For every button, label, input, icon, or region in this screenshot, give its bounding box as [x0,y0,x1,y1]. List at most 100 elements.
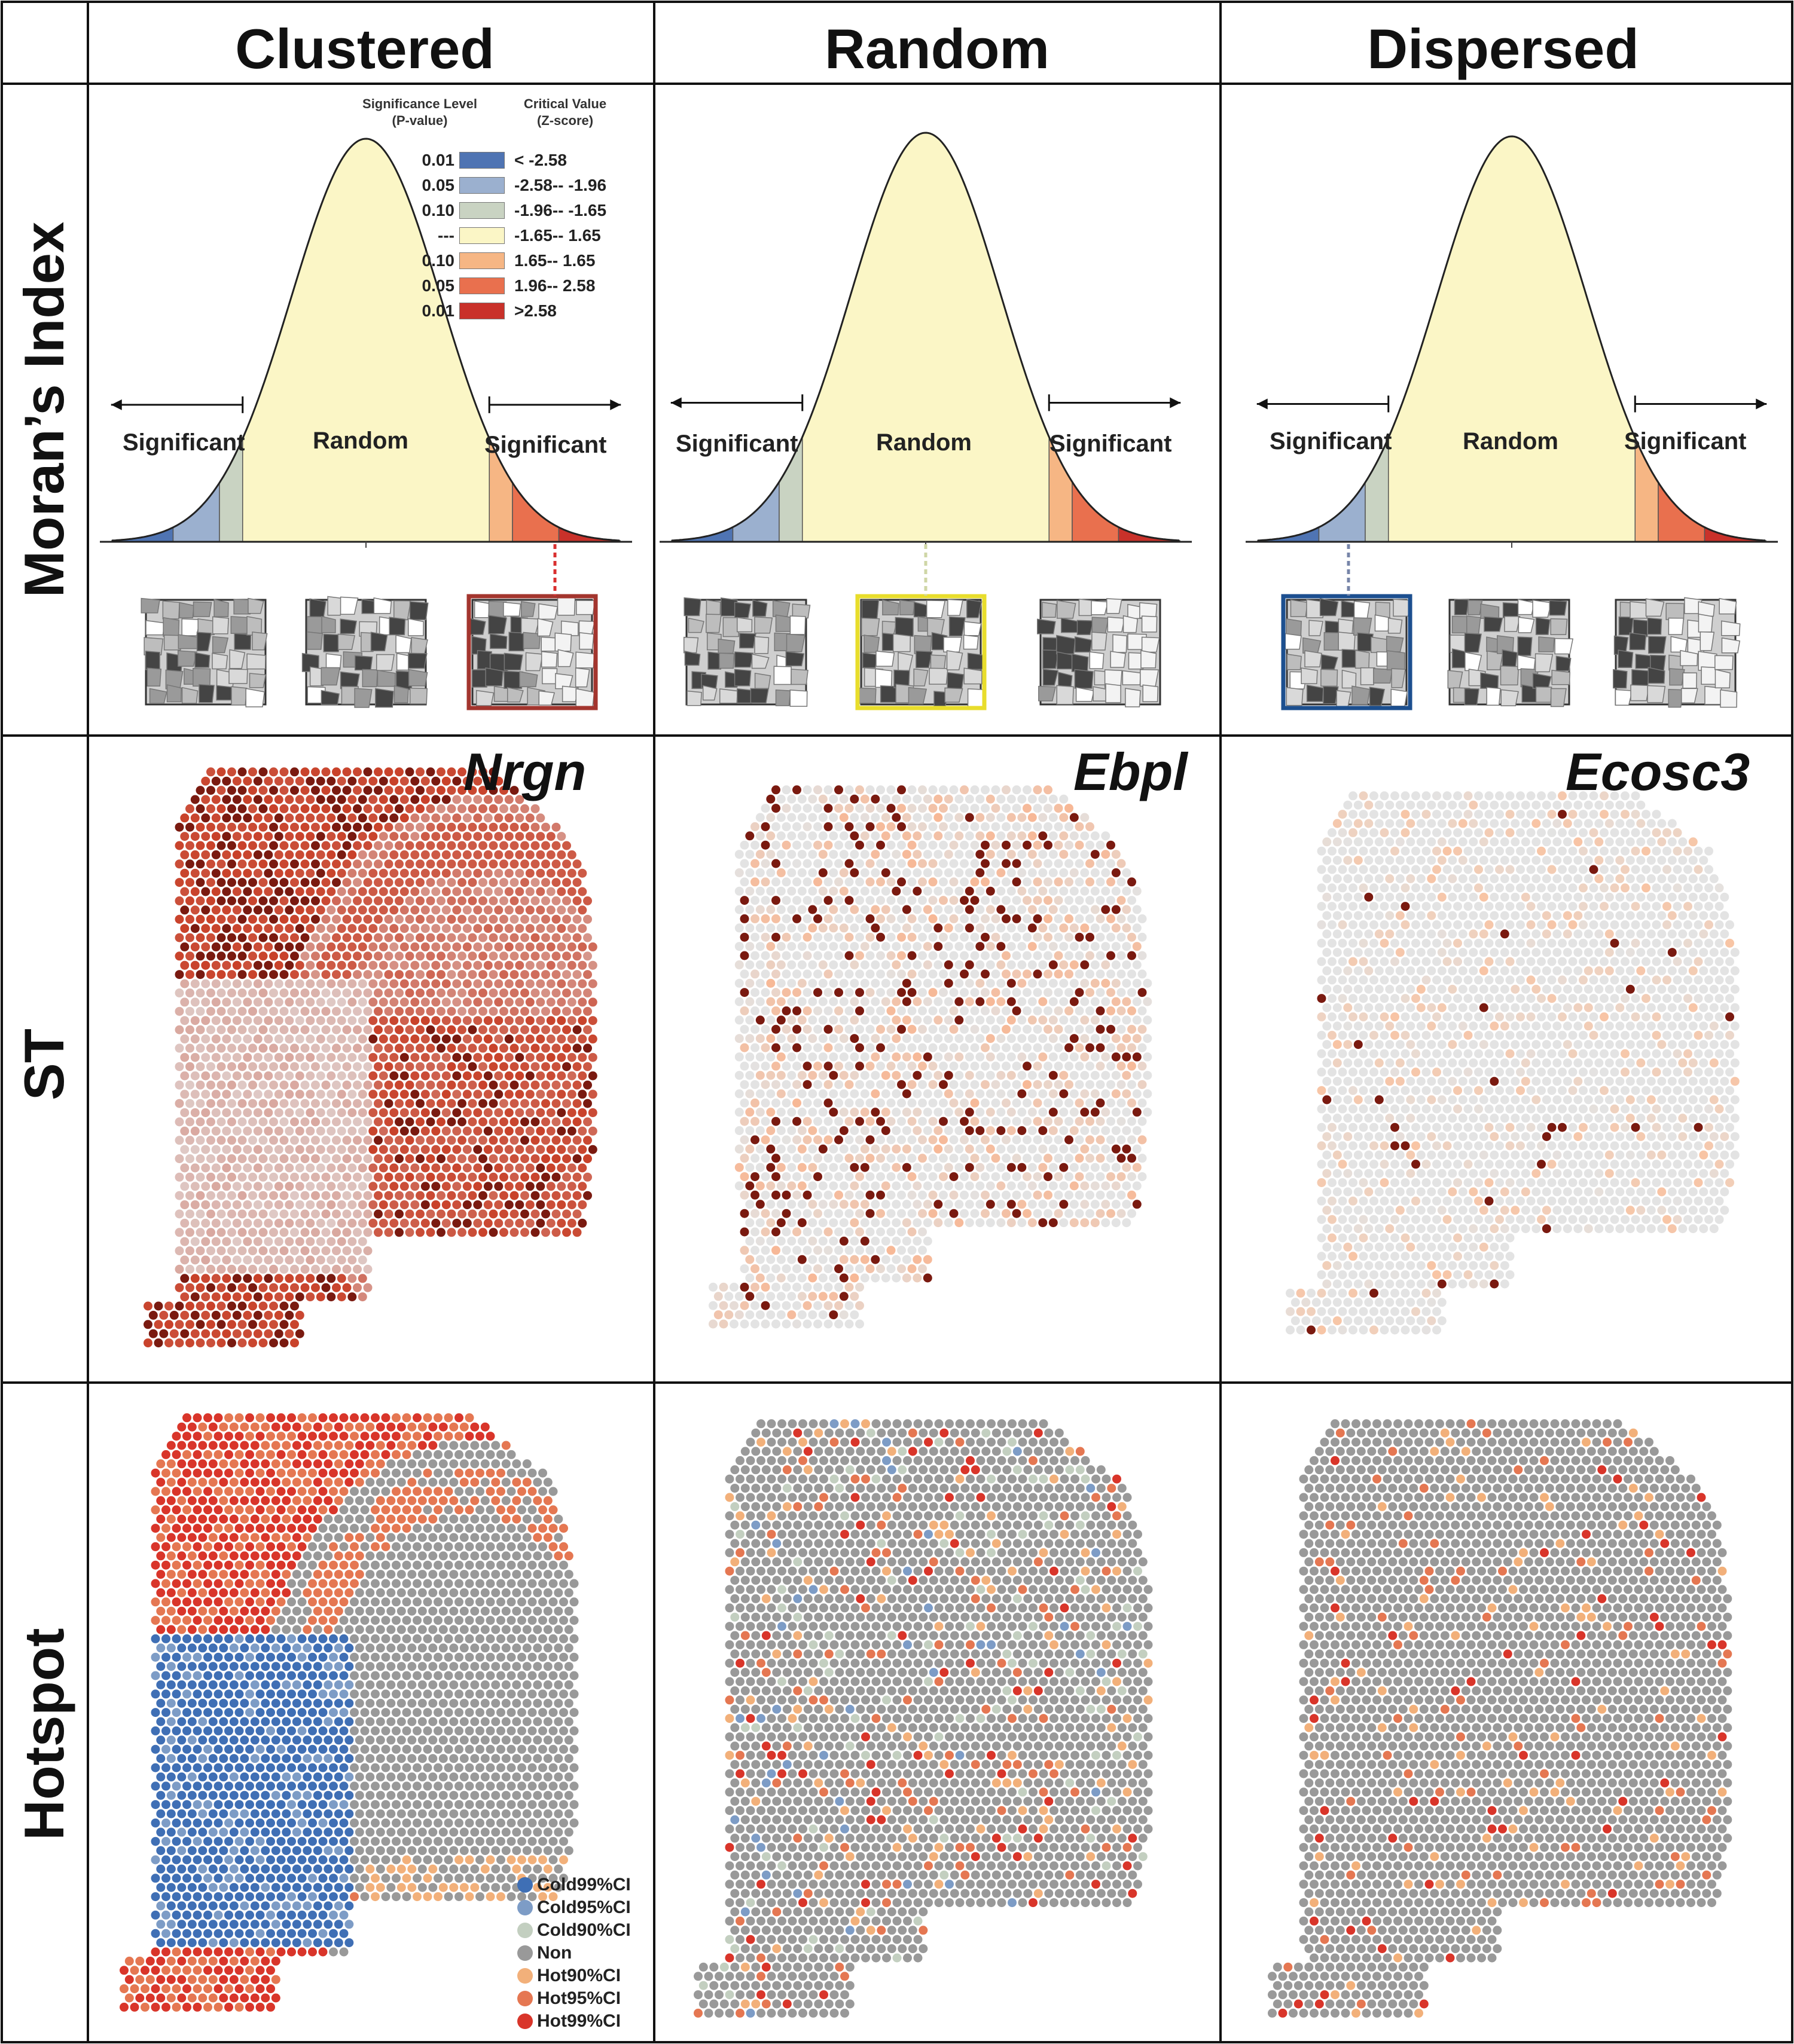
spot [258,1080,268,1090]
spot [342,970,352,980]
spot [902,1108,911,1117]
spot [1122,1070,1131,1080]
spot [818,886,828,896]
spot [1085,1006,1094,1015]
spot [1101,1015,1110,1025]
spot [384,841,393,850]
spot [881,1089,890,1099]
spot [473,1200,483,1210]
spot [416,786,425,795]
spot [389,1126,399,1136]
spot [395,1154,404,1164]
spot [290,1006,299,1016]
spot [437,859,446,869]
map-polygon [1319,598,1339,617]
spot [1552,819,1562,828]
spot [860,868,869,877]
spot [253,1182,263,1191]
spot [447,786,456,795]
spot [797,1310,807,1320]
spot [913,1015,922,1025]
spot [159,1329,169,1338]
spot [740,1319,749,1329]
spot [237,1191,247,1200]
spot [525,1090,535,1099]
spot [211,1108,221,1118]
spot [865,1116,875,1126]
spot [368,905,378,915]
spot [844,1282,854,1292]
spot [410,979,420,989]
spot [578,1016,587,1026]
spot [536,868,545,878]
spot [782,1006,791,1015]
spot [1033,1024,1042,1034]
spot [1589,828,1598,837]
spot [740,1116,749,1126]
spot [881,1273,890,1283]
spot [1132,960,1142,969]
spot [175,1228,184,1237]
spot [855,1282,864,1292]
spot [206,1191,215,1200]
spot [996,1181,1006,1191]
spot [557,832,566,841]
spot [201,924,210,933]
spot [248,988,257,997]
spot [1048,813,1058,822]
spot [258,767,268,777]
spot [855,951,864,960]
spot [981,1135,990,1145]
spot [1048,1034,1058,1044]
spot [504,1108,514,1118]
spot [300,859,310,869]
spot [374,951,383,961]
map-polygon [683,636,699,654]
spot [379,1182,388,1191]
spot [399,1034,409,1044]
spot [410,1163,420,1173]
spot [1621,828,1630,837]
spot [818,868,828,877]
map-polygon [468,618,486,635]
spot [567,1163,576,1173]
spot [347,868,357,878]
spot [776,997,786,1006]
spot [1006,1126,1016,1136]
spot [164,1301,173,1311]
spot [1584,837,1593,847]
spot [379,924,388,933]
spot [311,1228,320,1237]
spot [871,813,880,822]
spot [1075,988,1084,997]
spot [1054,1209,1063,1218]
map-polygon [1647,685,1666,703]
spot [1625,856,1635,865]
spot [913,1126,922,1136]
spot [285,997,294,1007]
spot [1678,874,1688,883]
spot [1116,988,1126,997]
spot [185,1301,194,1311]
spot [1075,1154,1084,1163]
spot [222,1034,231,1044]
spot [944,850,953,859]
spot [222,1292,231,1302]
spot [227,1044,236,1053]
spot [771,1061,780,1071]
spot [1002,877,1011,887]
map-polygon [1721,637,1741,654]
spot [1059,1015,1069,1025]
spot [468,914,477,924]
spot [766,1181,776,1191]
spot [248,841,257,850]
map-polygon [1285,633,1302,650]
spot [1390,883,1399,893]
spot [745,1163,755,1172]
spot [829,905,838,914]
spot [865,914,875,923]
spot [190,1145,200,1154]
spot [420,905,430,915]
spot [515,997,524,1007]
spot [886,877,896,887]
